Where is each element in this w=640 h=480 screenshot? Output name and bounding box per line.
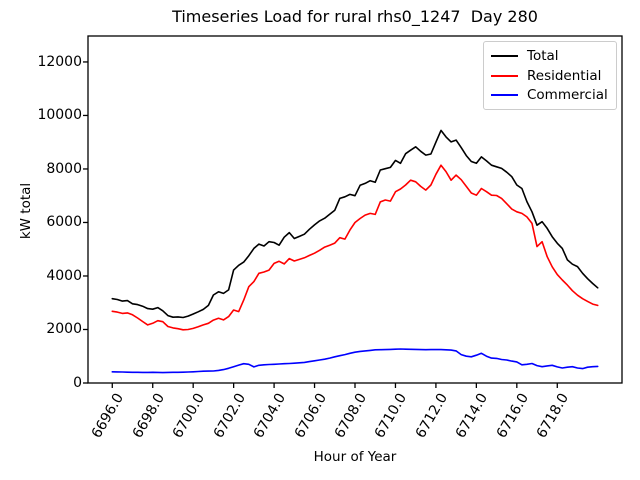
chart-title: Timeseries Load for rural rhs0_1247 Day … bbox=[172, 7, 538, 26]
y-tick-label: 12000 bbox=[37, 53, 82, 70]
series-line-total bbox=[111, 129, 599, 319]
y-tick-label: 2000 bbox=[46, 321, 82, 338]
y-tick-label: 10000 bbox=[37, 107, 82, 124]
series-line-commercial bbox=[111, 348, 599, 374]
y-tick-label: 0 bbox=[73, 375, 82, 391]
series-line-residential bbox=[111, 164, 599, 331]
legend-entry-residential: Residential bbox=[491, 66, 609, 86]
legend-entry-commercial: Commercial bbox=[491, 85, 609, 105]
y-tick-label: 4000 bbox=[46, 267, 82, 284]
y-tick-label: 8000 bbox=[46, 160, 82, 177]
y-tick-label: 6000 bbox=[46, 214, 82, 231]
legend-line-commercial bbox=[491, 94, 518, 97]
legend-entry-total: Total bbox=[491, 46, 609, 66]
legend-label: Residential bbox=[527, 67, 602, 84]
legend-line-residential bbox=[491, 74, 518, 77]
legend: Total Residential Commercial bbox=[483, 41, 617, 110]
legend-label: Commercial bbox=[527, 87, 608, 104]
legend-label: Total bbox=[527, 47, 559, 64]
legend-line-total bbox=[491, 54, 518, 57]
x-axis-label: Hour of Year bbox=[313, 449, 397, 465]
